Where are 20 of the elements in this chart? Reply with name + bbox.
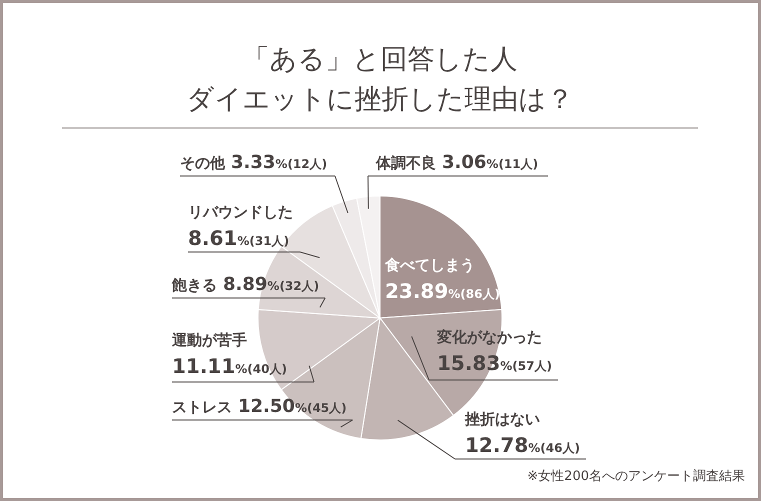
- slice-label: 食べてしまう: [384, 256, 475, 274]
- slice-label: 運動が苦手: [171, 331, 247, 349]
- data-label: 23.89%(86人): [385, 279, 500, 303]
- slice-label: 飽きる: [171, 276, 217, 294]
- data-label: 3.06%(11人): [442, 152, 538, 173]
- slice-label: 体調不良: [375, 154, 436, 172]
- slice-label: ストレス: [172, 398, 232, 416]
- slice-label: その他: [180, 154, 226, 172]
- data-label: 8.89%(32人): [223, 274, 320, 295]
- data-label: 8.61%(31人): [188, 226, 290, 250]
- slice-label: リバウンドした: [188, 203, 293, 221]
- data-label: 11.11%(40人): [172, 354, 287, 378]
- data-label: 12.78%(46人): [465, 433, 580, 457]
- data-label: 3.33%(12人): [231, 152, 328, 173]
- chart-title: 「ある」と回答した人: [242, 44, 518, 75]
- slice-label: 挫折はない: [464, 410, 540, 428]
- data-label: 12.50%(45人): [238, 396, 347, 417]
- text: ※女性200名へのアンケート調査結果: [527, 469, 745, 484]
- slice-label: 変化がなかった: [436, 328, 542, 346]
- chart-subtitle: ダイエットに挫折した理由は？: [186, 84, 574, 115]
